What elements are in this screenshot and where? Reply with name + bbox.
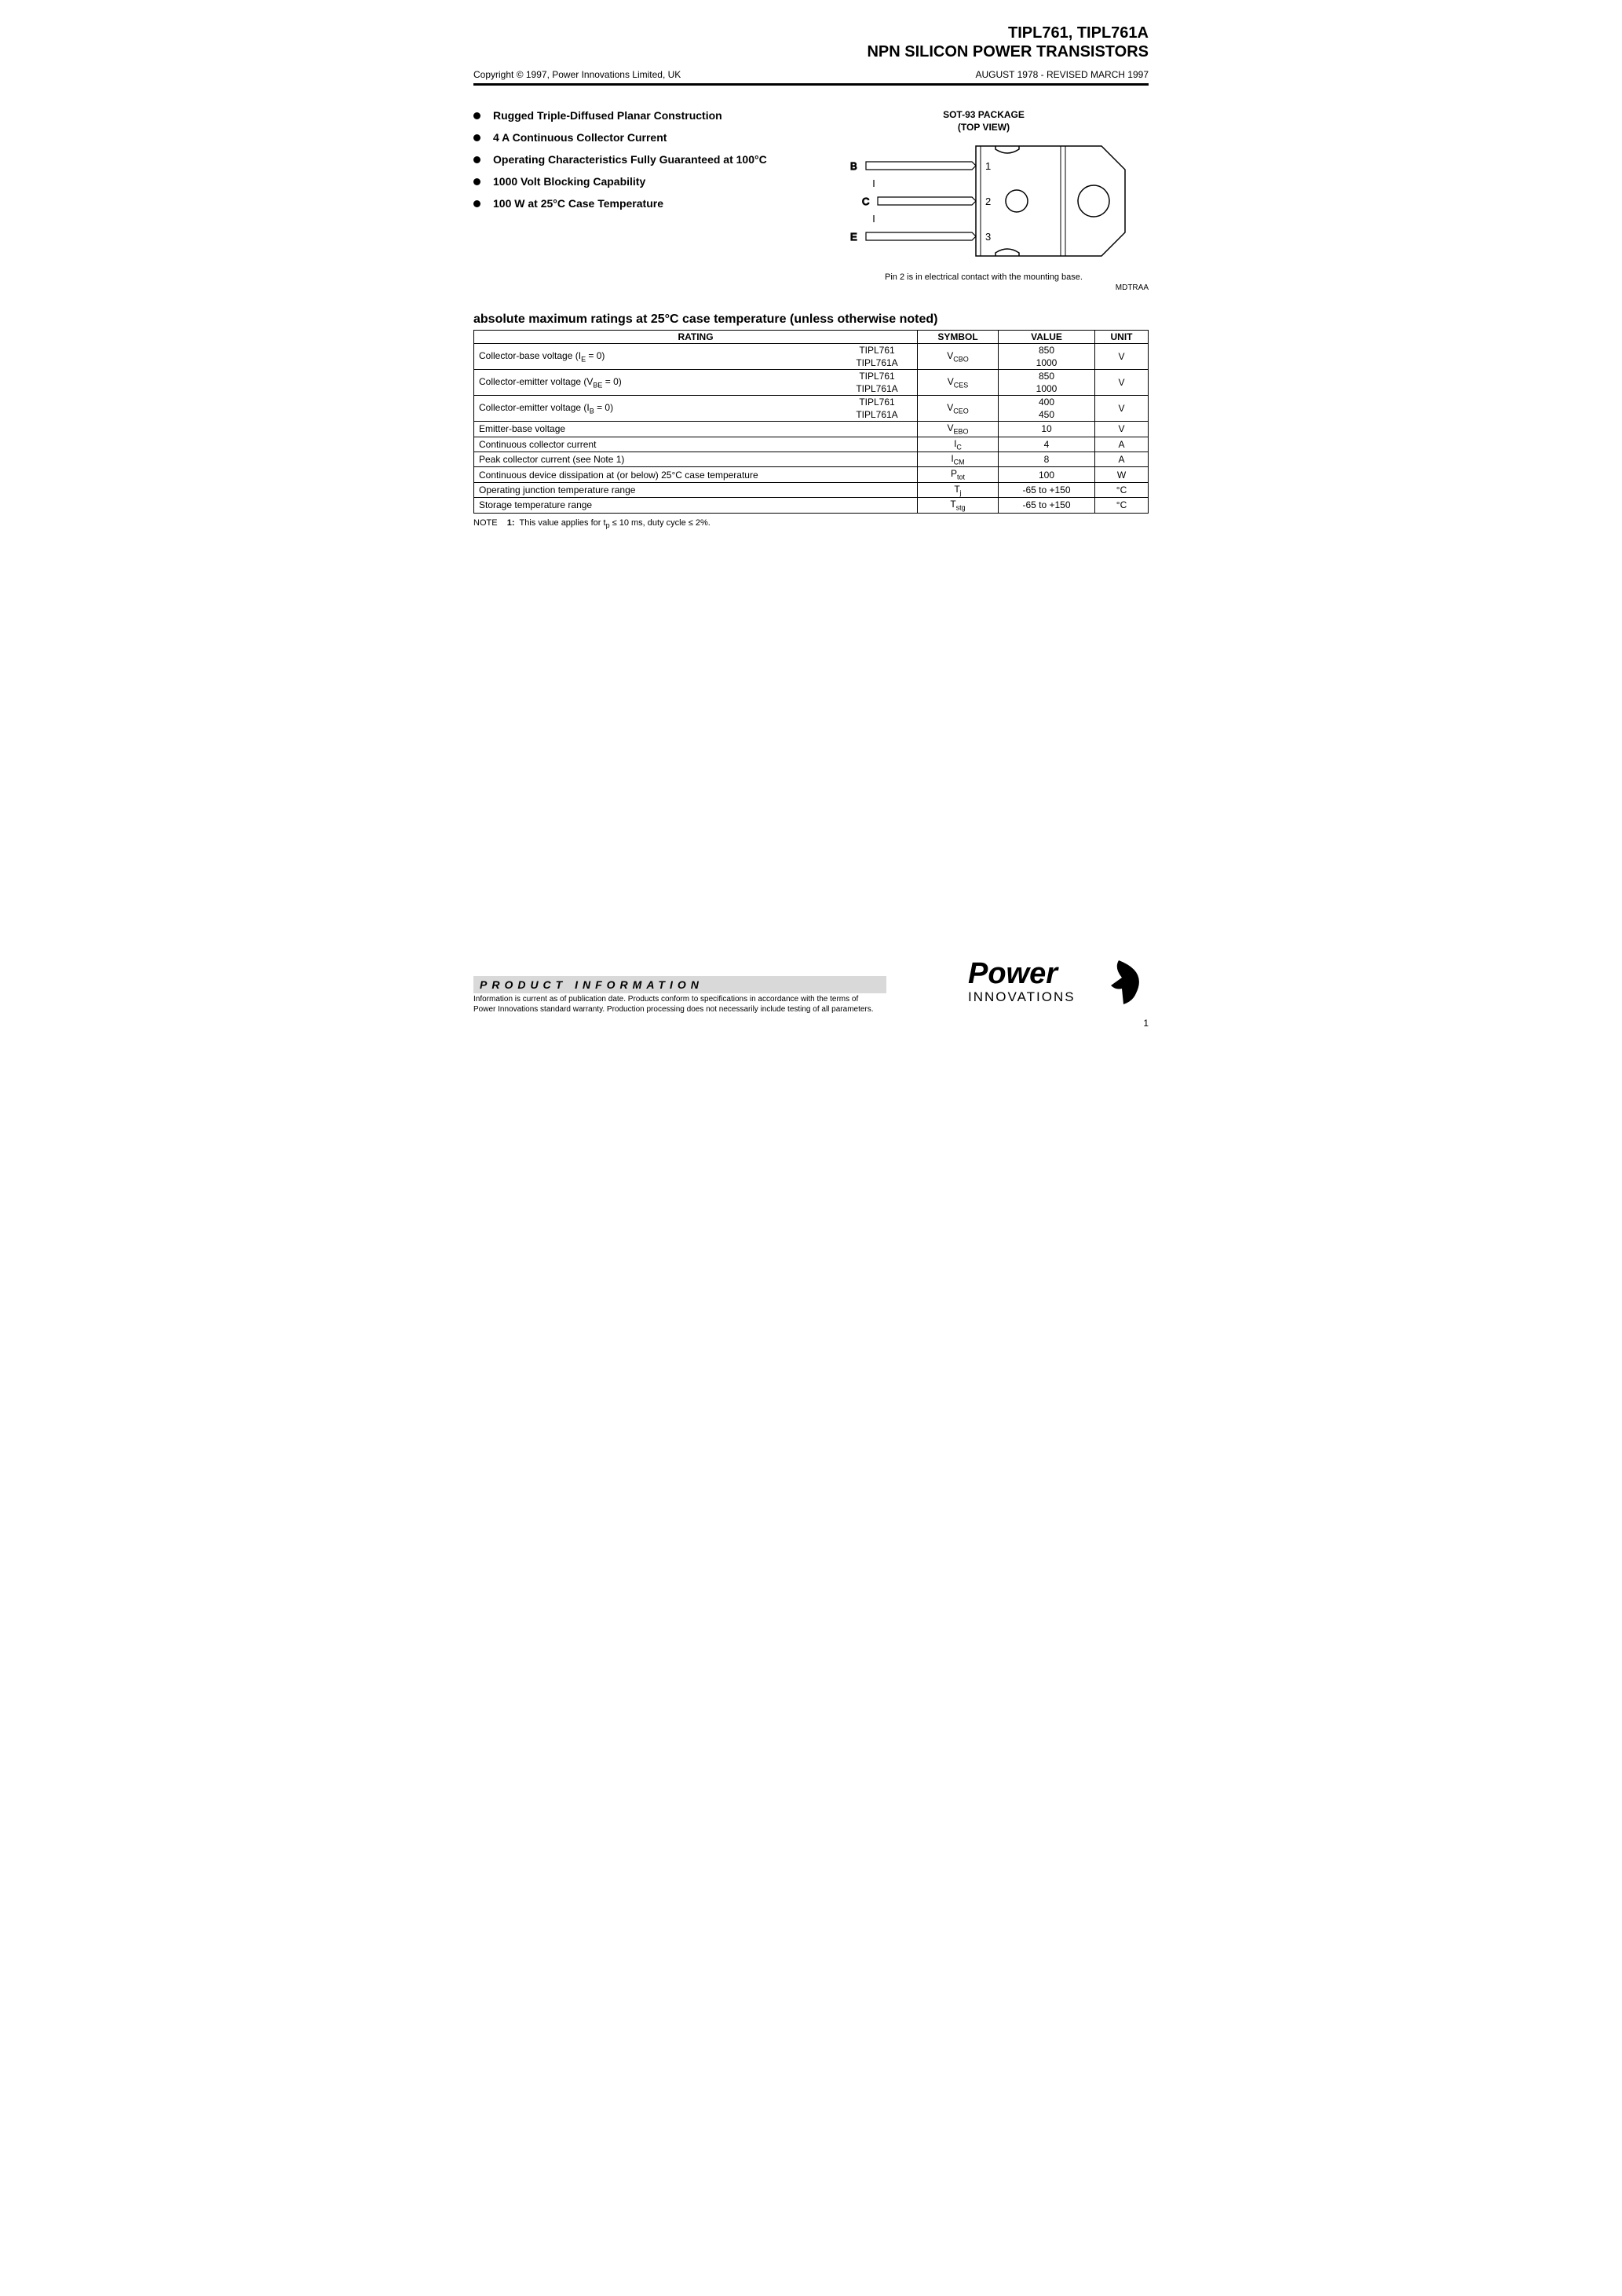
company-logo: Power INNOVATIONS: [902, 956, 1149, 1015]
feature-list: Rugged Triple-Diffused Planar Constructi…: [473, 109, 803, 292]
col-symbol: SYMBOL: [918, 331, 999, 344]
package-code: MDTRAA: [819, 283, 1149, 292]
table-note: NOTE 1: This value applies for tp ≤ 10 m…: [473, 518, 1149, 529]
top-columns: Rugged Triple-Diffused Planar Constructi…: [473, 109, 1149, 292]
package-note: Pin 2 is in electrical contact with the …: [819, 272, 1149, 282]
bullet-icon: [473, 178, 480, 185]
disclaimer-text: Information is current as of publication…: [473, 995, 874, 1015]
part-description-title: NPN SILICON POWER TRANSISTORS: [473, 42, 1149, 61]
package-title-line1: SOT-93 PACKAGE: [943, 109, 1025, 120]
pin-number-1: 1: [985, 160, 991, 172]
feature-item: Rugged Triple-Diffused Planar Constructi…: [473, 109, 803, 122]
sub-header-row: Copyright © 1997, Power Innovations Limi…: [473, 69, 1149, 80]
table-row: Collector-emitter voltage (IB = 0) TIPL7…: [474, 396, 1149, 409]
feature-item: 1000 Volt Blocking Capability: [473, 175, 803, 188]
table-row: Collector-base voltage (IE = 0) TIPL761 …: [474, 344, 1149, 357]
page-spacer: [473, 529, 1149, 940]
table-row: Storage temperature range Tstg -65 to +1…: [474, 498, 1149, 513]
feature-item: 100 W at 25°C Case Temperature: [473, 197, 803, 210]
col-value: VALUE: [999, 331, 1095, 344]
feature-text: 100 W at 25°C Case Temperature: [493, 197, 663, 210]
bullet-icon: [473, 156, 480, 163]
header-rule: [473, 83, 1149, 86]
copyright-text: Copyright © 1997, Power Innovations Limi…: [473, 69, 681, 80]
table-row: Collector-emitter voltage (VBE = 0) TIPL…: [474, 370, 1149, 383]
note-number: 1:: [507, 518, 515, 528]
table-row: Continuous collector current IC 4 A: [474, 437, 1149, 452]
feature-text: 4 A Continuous Collector Current: [493, 131, 667, 144]
package-diagram: 1 2 3 B C E: [835, 138, 1133, 264]
note-text: This value applies for tp ≤ 10 ms, duty …: [520, 518, 711, 528]
pin-number-3: 3: [985, 231, 991, 243]
pin-label-b: B: [850, 160, 857, 172]
power-innovations-logo: Power INNOVATIONS: [968, 956, 1149, 1011]
table-header-row: RATING SYMBOL VALUE UNIT: [474, 331, 1149, 344]
package-column: SOT-93 PACKAGE (TOP VIEW) 1 2 3: [819, 109, 1149, 292]
pin-number-2: 2: [985, 196, 991, 207]
datasheet-page: TIPL761, TIPL761A NPN SILICON POWER TRAN…: [442, 0, 1180, 1044]
footer-left: PRODUCT INFORMATION Information is curre…: [473, 976, 886, 1015]
page-footer: PRODUCT INFORMATION Information is curre…: [473, 956, 1149, 1029]
feature-text: Operating Characteristics Fully Guarante…: [493, 153, 767, 166]
feature-text: Rugged Triple-Diffused Planar Constructi…: [493, 109, 722, 122]
svg-text:INNOVATIONS: INNOVATIONS: [968, 989, 1076, 1004]
col-rating: RATING: [474, 331, 918, 344]
note-prefix: NOTE: [473, 518, 498, 528]
bullet-icon: [473, 200, 480, 207]
ratings-tbody: Collector-base voltage (IE = 0) TIPL761 …: [474, 344, 1149, 513]
product-info-heading: PRODUCT INFORMATION: [473, 976, 886, 993]
part-number-title: TIPL761, TIPL761A: [473, 24, 1149, 42]
svg-text:Power: Power: [968, 957, 1059, 990]
page-header: TIPL761, TIPL761A NPN SILICON POWER TRAN…: [473, 24, 1149, 61]
page-number: 1: [473, 1018, 1149, 1029]
pin-label-e: E: [850, 231, 857, 243]
bullet-icon: [473, 112, 480, 119]
feature-text: 1000 Volt Blocking Capability: [493, 175, 645, 188]
bullet-icon: [473, 134, 480, 141]
package-title: SOT-93 PACKAGE (TOP VIEW): [819, 109, 1149, 133]
table-row: Operating junction temperature range Tj …: [474, 482, 1149, 497]
feature-item: 4 A Continuous Collector Current: [473, 131, 803, 144]
pin-label-c: C: [862, 196, 869, 207]
feature-item: Operating Characteristics Fully Guarante…: [473, 153, 803, 166]
package-title-line2: (TOP VIEW): [958, 122, 1010, 133]
revision-text: AUGUST 1978 - REVISED MARCH 1997: [975, 69, 1149, 80]
col-unit: UNIT: [1095, 331, 1149, 344]
table-row: Emitter-base voltage VEBO 10 V: [474, 422, 1149, 437]
ratings-table: RATING SYMBOL VALUE UNIT Collector-base …: [473, 330, 1149, 513]
ratings-section-heading: absolute maximum ratings at 25°C case te…: [473, 313, 1149, 327]
table-row: Continuous device dissipation at (or bel…: [474, 467, 1149, 482]
table-row: Peak collector current (see Note 1) ICM …: [474, 452, 1149, 466]
